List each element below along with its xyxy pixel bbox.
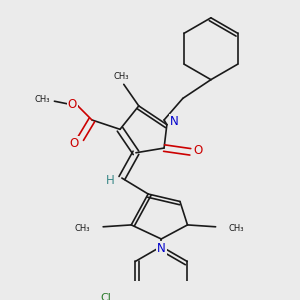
Text: N: N (170, 115, 179, 128)
Text: CH₃: CH₃ (113, 72, 129, 81)
Text: O: O (70, 137, 79, 150)
Text: O: O (68, 98, 77, 112)
Text: H: H (106, 174, 115, 188)
Text: CH₃: CH₃ (229, 224, 244, 233)
Text: CH₃: CH₃ (34, 95, 50, 104)
Text: O: O (193, 144, 203, 158)
Text: CH₃: CH₃ (74, 224, 90, 233)
Text: Cl: Cl (101, 293, 112, 300)
Text: N: N (157, 242, 166, 255)
